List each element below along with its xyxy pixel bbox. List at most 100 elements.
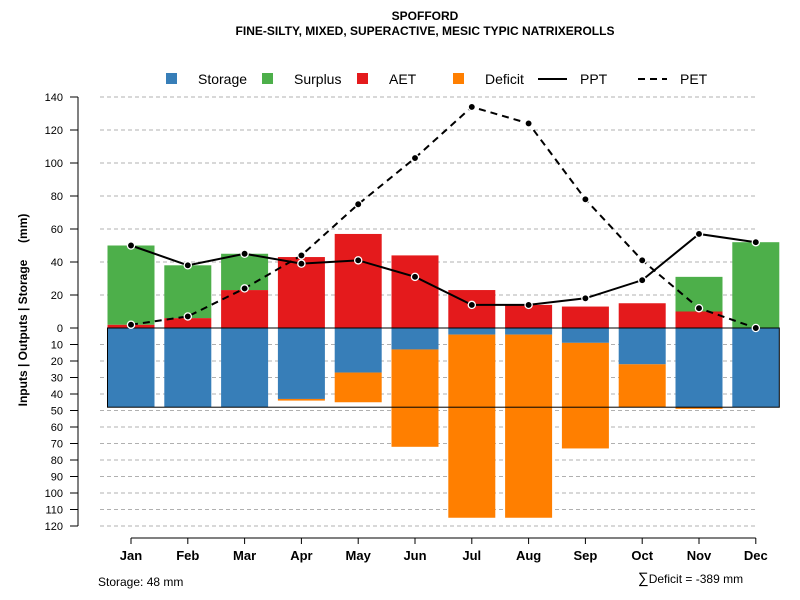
y-tick-label: 40 [51, 257, 63, 269]
storage-bar [391, 328, 439, 350]
x-tick-label: Mar [233, 548, 256, 563]
y-tick-label: 60 [51, 422, 63, 434]
pet-point [297, 251, 306, 260]
y-tick-label: 100 [45, 488, 63, 500]
storage-bar [277, 328, 325, 399]
storage-bar [107, 328, 155, 408]
pet-point [751, 323, 761, 333]
x-tick-label: Aug [516, 548, 541, 563]
pet-line [130, 105, 757, 329]
pet-point [467, 102, 477, 112]
axes: 0 20 40 60 80 100 120 140 10 20 30 40 50 60 70 80 90 100 1… [45, 92, 768, 563]
legend-label-aet: AET [389, 71, 417, 87]
y-tick-label: 30 [51, 373, 63, 385]
storage-bar [561, 328, 609, 343]
deficit-bar [561, 342, 609, 449]
y-tick-label: 40 [51, 389, 63, 401]
ppt-point [467, 300, 477, 310]
chart-subtitle: FINE-SILTY, MIXED, SUPERACTIVE, MESIC TY… [235, 24, 615, 38]
legend-label-deficit: Deficit [485, 71, 524, 87]
legend-label-surplus: Surplus [294, 71, 341, 87]
surplus-bar [164, 265, 212, 319]
x-tick-label: Dec [744, 548, 768, 563]
deficit-bar [505, 334, 553, 518]
storage-bar [448, 328, 496, 335]
y-tick-label: 90 [51, 472, 63, 484]
x-tick-label: Jun [403, 548, 426, 563]
y-tick-label: 80 [51, 191, 63, 203]
x-tick-label: Feb [176, 548, 199, 563]
pet-point [410, 153, 420, 163]
aet-bar [391, 255, 439, 328]
y-tick-label: 0 [57, 323, 63, 335]
y-axis-label: Inputs | Outputs | Storage (mm) [16, 214, 30, 407]
y-tick-label: 140 [45, 92, 63, 104]
x-tick-label: May [346, 548, 372, 563]
y-tick-label: 50 [51, 406, 63, 418]
y-tick-label: 110 [45, 505, 63, 517]
surplus-bar [221, 253, 269, 291]
legend: Storage Surplus AET Deficit PPT PET [166, 71, 708, 87]
ppt-point [751, 237, 761, 247]
storage-bar [732, 328, 780, 408]
y-tick-label: 70 [51, 439, 63, 451]
y-tick-label: 20 [51, 290, 63, 302]
ppt-point [126, 241, 136, 250]
legend-label-ppt: PPT [580, 71, 608, 87]
legend-label-storage: Storage [198, 71, 247, 87]
aet-bar [334, 233, 382, 328]
deficit-bar [391, 349, 439, 447]
legend-swatch-surplus [262, 73, 273, 84]
aet-bar [505, 304, 553, 328]
y-tick-label: 10 [51, 340, 63, 352]
ppt-point [410, 272, 420, 282]
ppt-point [637, 275, 647, 285]
storage-bar [618, 328, 666, 365]
x-tick-label: Jul [462, 548, 481, 563]
deficit-bar [618, 364, 666, 408]
surplus-bar [107, 245, 155, 325]
ppt-point [524, 300, 533, 310]
legend-swatch-storage [166, 73, 177, 84]
pet-point [183, 312, 193, 321]
pet-point [694, 303, 704, 313]
y-tick-label: 60 [51, 224, 63, 236]
storage-note: Storage: 48 mm [98, 575, 184, 589]
storage-bar [505, 328, 553, 335]
pet-point [637, 256, 647, 265]
ppt-line [130, 232, 756, 306]
ppt-point [297, 259, 306, 268]
sigma-symbol: ∑ [638, 570, 649, 587]
y-tick-label: 80 [51, 455, 63, 467]
y-tick-label: 20 [51, 356, 63, 368]
aet-bar [561, 306, 609, 328]
ppt-point [240, 249, 249, 258]
y-tick-label: 120 [45, 521, 63, 533]
pet-point [524, 119, 533, 128]
y-tick-label: 100 [45, 158, 63, 170]
deficit-bar [277, 398, 325, 401]
ppt-point [581, 294, 590, 303]
x-tick-label: Jan [120, 548, 142, 563]
surplus-bar [732, 242, 780, 328]
pet-point [353, 199, 363, 209]
x-tick-label: Nov [687, 548, 712, 563]
y-tick-label: 120 [45, 125, 63, 137]
pet-point [581, 195, 590, 204]
series-lines [126, 102, 761, 333]
legend-swatch-aet [357, 73, 368, 84]
deficit-total: Deficit = -389 mm [648, 572, 744, 586]
x-tick-label: Apr [290, 548, 312, 563]
ppt-point [353, 256, 363, 265]
aet-bar [277, 257, 325, 328]
ppt-point [694, 229, 704, 239]
aet-bar [618, 303, 666, 328]
aet-bar [675, 311, 723, 328]
deficit-bar [675, 407, 723, 409]
legend-swatch-deficit [453, 73, 464, 84]
chart-title: SPOFFORD [391, 9, 459, 23]
x-tick-label: Oct [631, 548, 653, 563]
aet-bar [164, 318, 212, 328]
x-tick-label: Sep [573, 548, 597, 563]
